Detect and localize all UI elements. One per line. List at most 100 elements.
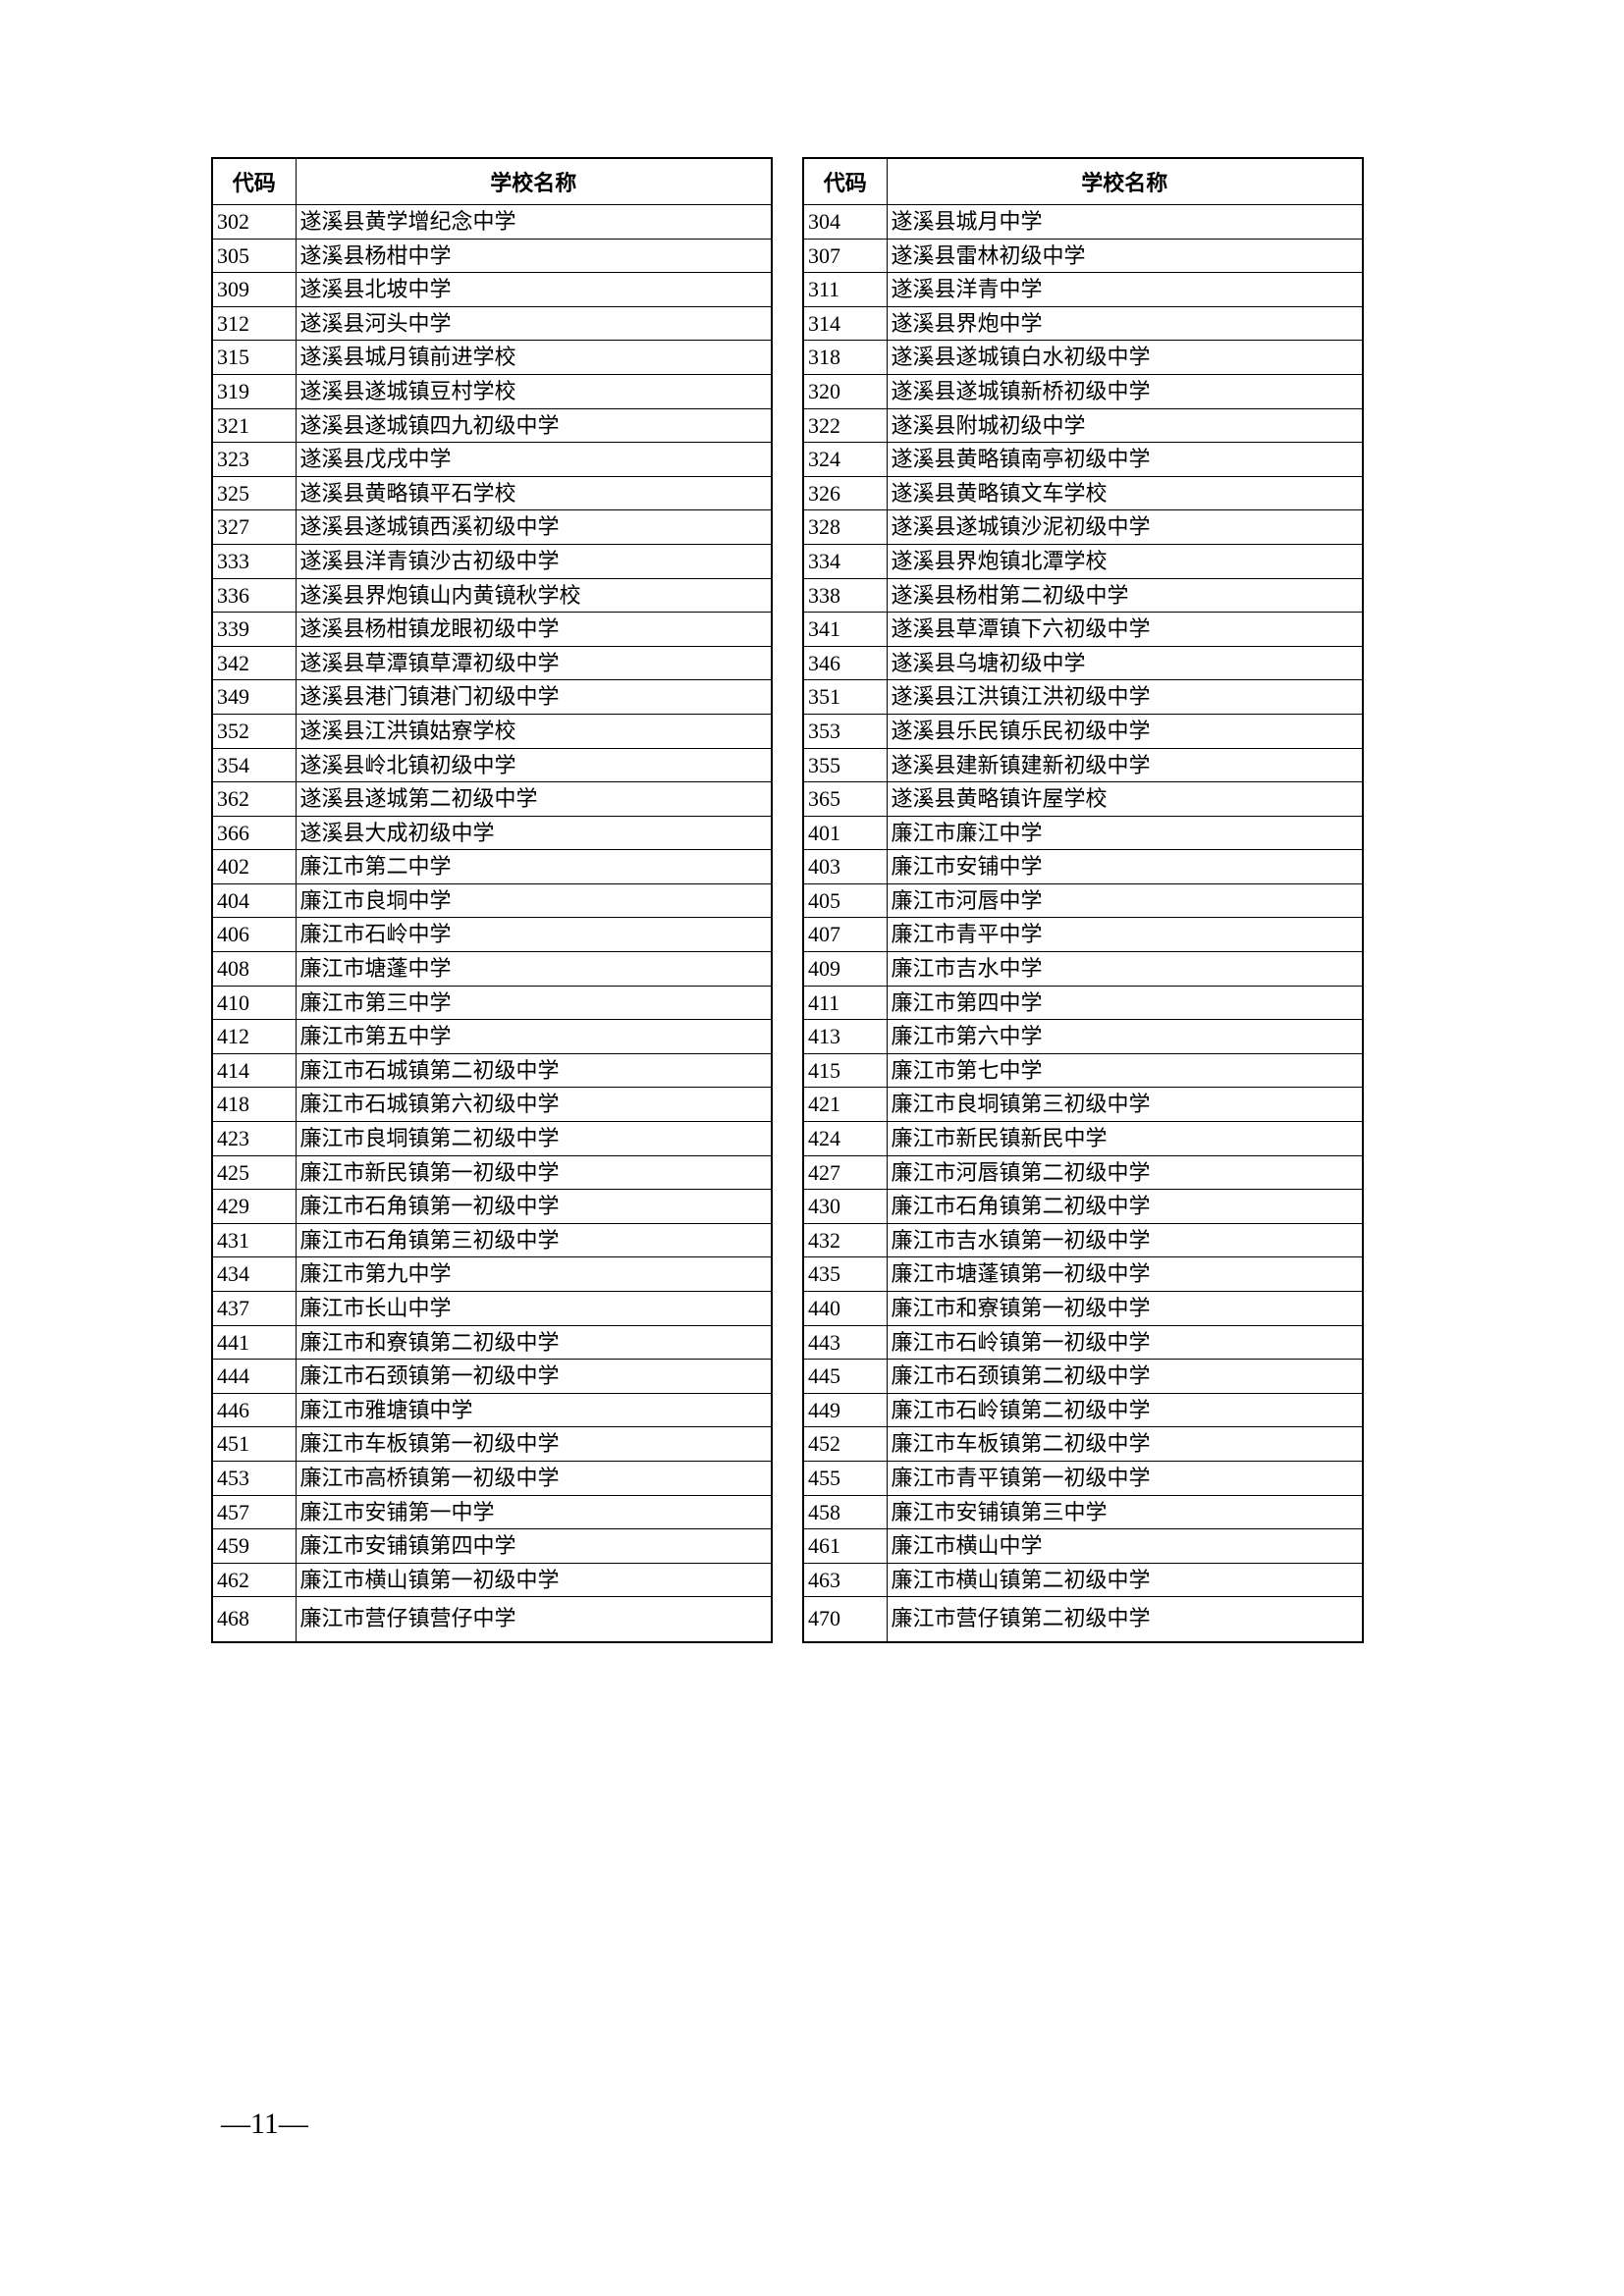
table-row: 324遂溪县黄略镇南亭初级中学: [803, 443, 1363, 477]
cell-code: 338: [803, 578, 887, 613]
table-row: 437廉江市长山中学: [212, 1292, 772, 1326]
cell-name: 廉江市塘蓬镇第一初级中学: [887, 1257, 1363, 1292]
table-row: 323遂溪县戊戌中学: [212, 443, 772, 477]
table-row: 326遂溪县黄略镇文车学校: [803, 476, 1363, 510]
cell-name: 廉江市和寮镇第二初级中学: [296, 1325, 772, 1360]
cell-name: 廉江市新民镇第一初级中学: [296, 1155, 772, 1190]
table-row: 318遂溪县遂城镇白水初级中学: [803, 341, 1363, 375]
cell-code: 351: [803, 680, 887, 715]
cell-code: 410: [212, 986, 296, 1020]
cell-name: 廉江市石角镇第二初级中学: [887, 1190, 1363, 1224]
cell-code: 346: [803, 646, 887, 680]
table-row: 342遂溪县草潭镇草潭初级中学: [212, 646, 772, 680]
cell-code: 366: [212, 816, 296, 850]
cell-name: 遂溪县杨柑中学: [296, 239, 772, 273]
cell-code: 354: [212, 748, 296, 782]
header-code: 代码: [212, 158, 296, 205]
cell-code: 468: [212, 1597, 296, 1642]
cell-name: 遂溪县黄略镇南亭初级中学: [887, 443, 1363, 477]
cell-name: 廉江市第二中学: [296, 850, 772, 884]
cell-name: 遂溪县杨柑镇龙眼初级中学: [296, 613, 772, 647]
cell-name: 廉江市吉水中学: [887, 952, 1363, 987]
cell-code: 324: [803, 443, 887, 477]
cell-code: 320: [803, 374, 887, 408]
cell-code: 302: [212, 205, 296, 240]
cell-code: 339: [212, 613, 296, 647]
cell-name: 遂溪县界炮镇山内黄镜秋学校: [296, 578, 772, 613]
cell-code: 318: [803, 341, 887, 375]
table-row: 455廉江市青平镇第一初级中学: [803, 1461, 1363, 1495]
table-row: 446廉江市雅塘镇中学: [212, 1393, 772, 1427]
cell-name: 廉江市安铺第一中学: [296, 1495, 772, 1529]
table-row: 327遂溪县遂城镇西溪初级中学: [212, 510, 772, 545]
table-row: 339遂溪县杨柑镇龙眼初级中学: [212, 613, 772, 647]
table-row: 320遂溪县遂城镇新桥初级中学: [803, 374, 1363, 408]
cell-code: 322: [803, 408, 887, 443]
tables-container: 代码 学校名称 302遂溪县黄学增纪念中学305遂溪县杨柑中学309遂溪县北坡中…: [211, 157, 1433, 1643]
cell-code: 325: [212, 476, 296, 510]
cell-name: 廉江市廉江中学: [887, 816, 1363, 850]
right-school-table: 代码 学校名称 304遂溪县城月中学307遂溪县雷林初级中学311遂溪县洋青中学…: [802, 157, 1364, 1643]
table-row: 412廉江市第五中学: [212, 1020, 772, 1054]
cell-name: 廉江市良垌中学: [296, 883, 772, 918]
table-header-row: 代码 学校名称: [803, 158, 1363, 205]
cell-name: 廉江市横山镇第一初级中学: [296, 1563, 772, 1597]
cell-name: 廉江市石岭中学: [296, 918, 772, 952]
table-row: 365遂溪县黄略镇许屋学校: [803, 782, 1363, 817]
cell-name: 廉江市良垌镇第三初级中学: [887, 1088, 1363, 1122]
cell-code: 307: [803, 239, 887, 273]
table-row: 452廉江市车板镇第二初级中学: [803, 1427, 1363, 1462]
table-row: 432廉江市吉水镇第一初级中学: [803, 1223, 1363, 1257]
cell-name: 遂溪县河头中学: [296, 306, 772, 341]
cell-code: 404: [212, 883, 296, 918]
cell-code: 412: [212, 1020, 296, 1054]
table-row: 463廉江市横山镇第二初级中学: [803, 1563, 1363, 1597]
table-row: 407廉江市青平中学: [803, 918, 1363, 952]
cell-name: 廉江市河唇镇第二初级中学: [887, 1155, 1363, 1190]
cell-code: 311: [803, 273, 887, 307]
cell-code: 403: [803, 850, 887, 884]
cell-name: 遂溪县大成初级中学: [296, 816, 772, 850]
cell-name: 遂溪县黄学增纪念中学: [296, 205, 772, 240]
table-row: 309遂溪县北坡中学: [212, 273, 772, 307]
table-row: 441廉江市和寮镇第二初级中学: [212, 1325, 772, 1360]
cell-code: 355: [803, 748, 887, 782]
table-header-row: 代码 学校名称: [212, 158, 772, 205]
cell-code: 401: [803, 816, 887, 850]
cell-code: 431: [212, 1223, 296, 1257]
table-row: 305遂溪县杨柑中学: [212, 239, 772, 273]
cell-name: 遂溪县草潭镇草潭初级中学: [296, 646, 772, 680]
cell-name: 廉江市营仔镇第二初级中学: [887, 1597, 1363, 1642]
cell-name: 遂溪县乐民镇乐民初级中学: [887, 714, 1363, 748]
cell-code: 463: [803, 1563, 887, 1597]
cell-name: 遂溪县洋青镇沙古初级中学: [296, 544, 772, 578]
cell-code: 407: [803, 918, 887, 952]
table-row: 366遂溪县大成初级中学: [212, 816, 772, 850]
cell-name: 遂溪县附城初级中学: [887, 408, 1363, 443]
cell-name: 遂溪县遂城镇西溪初级中学: [296, 510, 772, 545]
table-row: 410廉江市第三中学: [212, 986, 772, 1020]
table-row: 425廉江市新民镇第一初级中学: [212, 1155, 772, 1190]
table-row: 341遂溪县草潭镇下六初级中学: [803, 613, 1363, 647]
cell-name: 遂溪县雷林初级中学: [887, 239, 1363, 273]
cell-name: 遂溪县城月中学: [887, 205, 1363, 240]
cell-code: 452: [803, 1427, 887, 1462]
table-row: 319遂溪县遂城镇豆村学校: [212, 374, 772, 408]
cell-code: 449: [803, 1393, 887, 1427]
cell-name: 廉江市第五中学: [296, 1020, 772, 1054]
cell-code: 445: [803, 1360, 887, 1394]
cell-name: 廉江市塘蓬中学: [296, 952, 772, 987]
cell-name: 廉江市第七中学: [887, 1053, 1363, 1088]
cell-code: 451: [212, 1427, 296, 1462]
cell-code: 461: [803, 1529, 887, 1564]
cell-name: 遂溪县港门镇港门初级中学: [296, 680, 772, 715]
cell-code: 421: [803, 1088, 887, 1122]
table-row: 418廉江市石城镇第六初级中学: [212, 1088, 772, 1122]
table-row: 404廉江市良垌中学: [212, 883, 772, 918]
cell-name: 遂溪县遂城镇白水初级中学: [887, 341, 1363, 375]
cell-code: 443: [803, 1325, 887, 1360]
table-row: 449廉江市石岭镇第二初级中学: [803, 1393, 1363, 1427]
cell-name: 廉江市车板镇第一初级中学: [296, 1427, 772, 1462]
table-row: 444廉江市石颈镇第一初级中学: [212, 1360, 772, 1394]
table-row: 336遂溪县界炮镇山内黄镜秋学校: [212, 578, 772, 613]
